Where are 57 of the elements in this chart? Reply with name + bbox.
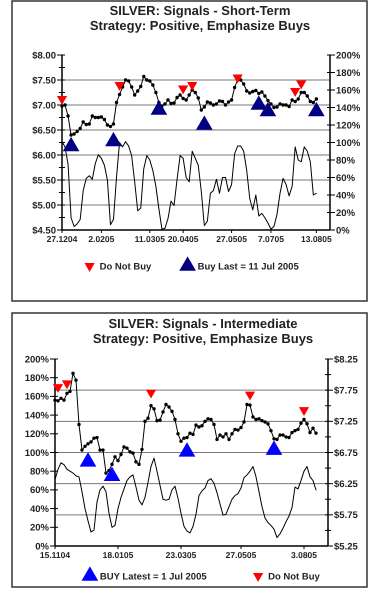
y-tick-label: $6.00 [32, 150, 56, 162]
y2-tick-label: 120% [336, 120, 361, 132]
y2-tick-label: $5.75 [334, 510, 358, 522]
y2-tick-label: 200% [336, 50, 361, 62]
y-tick-label: 80% [30, 466, 50, 478]
x-tick-label: 13.0805 [301, 234, 332, 244]
y-tick-label: 180% [24, 373, 50, 384]
x-tick-label: 27.0505 [226, 550, 257, 560]
legend-label: BUY Latest = 1 Jul 2005 [100, 571, 208, 582]
x-tick-label: 3.0805 [291, 550, 318, 560]
x-tick-label: 2.0205 [88, 234, 115, 244]
legend-label: Do Not Buy [100, 261, 152, 272]
y-tick-label: 60% [30, 485, 50, 496]
y2-tick-label: 100% [336, 138, 361, 149]
legend-label: Buy Last = 11 Jul 2005 [198, 261, 300, 272]
x-tick-label: 23.0305 [166, 550, 197, 560]
y2-tick-label: 40% [336, 190, 356, 202]
y-tick-label: 20% [30, 522, 50, 534]
y-tick-label: 140% [24, 410, 50, 422]
y2-tick-label: $6.25 [334, 478, 358, 490]
y2-tick-label: $5.25 [334, 541, 358, 552]
y-tick-label: 40% [30, 504, 50, 515]
x-tick-label: 11.0305 [134, 234, 166, 244]
x-tick-label: 20.0405 [168, 234, 199, 244]
y2-tick-label: 60% [336, 172, 356, 184]
y2-tick-label: $7.25 [334, 416, 358, 428]
y2-tick-label: 0% [336, 225, 350, 236]
y-tick-label: 200% [24, 354, 50, 366]
x-tick-label: 27.0505 [216, 234, 248, 244]
y-tick-label: $7.00 [32, 100, 56, 112]
y2-tick-label: 20% [336, 208, 356, 219]
y-tick-label: 120% [24, 429, 50, 440]
y-tick-label: 0% [35, 541, 50, 552]
y2-tick-label: $7.75 [334, 385, 358, 396]
chart-subtitle: Strategy: Positive, Emphasize Buys [92, 331, 314, 346]
chart-title: SILVER: Signals - Intermediate [108, 316, 298, 331]
y2-tick-label: 140% [336, 102, 361, 114]
chart-title: SILVER: Signals - Short-Term [110, 3, 290, 18]
y-tick-label: $5.00 [32, 200, 56, 212]
x-tick-label: 15.1104 [40, 550, 70, 560]
y-tick-label: $6.50 [32, 125, 56, 136]
y-tick-label: $5.50 [32, 175, 56, 186]
y2-tick-label: 180% [336, 68, 361, 79]
x-tick-label: 27.1204 [46, 234, 78, 244]
x-tick-label: 7.0705 [258, 234, 284, 244]
y-tick-label: $7.50 [32, 75, 56, 86]
x-tick-label: 18.0105 [102, 550, 134, 560]
y2-tick-label: $6.75 [334, 448, 358, 459]
y-tick-label: 100% [24, 448, 50, 459]
y2-tick-label: 80% [336, 155, 356, 166]
legend-label: Do Not Buy [268, 571, 321, 582]
y-tick-label: 160% [24, 392, 50, 403]
y-tick-label: $8.00 [32, 50, 56, 62]
y2-tick-label: 160% [336, 85, 361, 96]
y-tick-label: $4.50 [32, 225, 56, 236]
chart-subtitle: Strategy: Positive, Emphasize Buys [90, 18, 310, 33]
y2-tick-label: $8.25 [334, 354, 358, 366]
